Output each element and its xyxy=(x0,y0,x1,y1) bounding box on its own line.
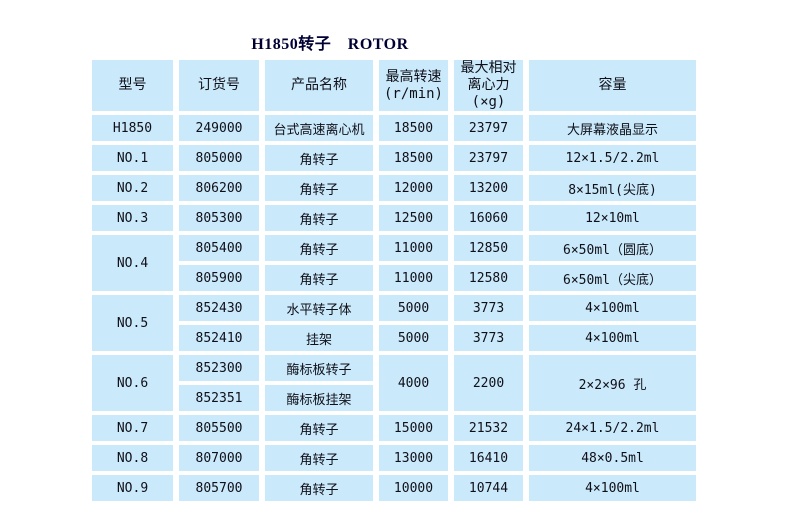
cell-name: 角转子 xyxy=(265,415,373,441)
cell-model: NO.6 xyxy=(92,355,173,411)
cell-capacity: 2×2×96 孔 xyxy=(529,355,696,411)
cell-force: 16410 xyxy=(454,445,523,471)
table-row: 805900 角转子 11000 12580 6×50ml（尖底） xyxy=(92,265,696,291)
cell-force: 12580 xyxy=(454,265,523,291)
cell-speed: 4000 xyxy=(379,355,448,411)
header-order: 订货号 xyxy=(179,60,259,111)
cell-model: NO.1 xyxy=(92,145,173,171)
cell-capacity: 6×50ml（圆底） xyxy=(529,235,696,261)
table-row: 852410 挂架 5000 3773 4×100ml xyxy=(92,325,696,351)
cell-capacity: 8×15ml(尖底) xyxy=(529,175,696,201)
cell-force: 16060 xyxy=(454,205,523,231)
cell-model: NO.8 xyxy=(92,445,173,471)
cell-capacity: 4×100ml xyxy=(529,295,696,321)
header-row: 型号 订货号 产品名称 最高转速 (r/min) 最大相对 离心力 (×g) 容… xyxy=(92,60,696,111)
cell-speed: 18500 xyxy=(379,115,448,141)
cell-name: 角转子 xyxy=(265,445,373,471)
table-row: NO.3 805300 角转子 12500 16060 12×10ml xyxy=(92,205,696,231)
cell-name: 挂架 xyxy=(265,325,373,351)
cell-capacity: 48×0.5ml xyxy=(529,445,696,471)
cell-name: 角转子 xyxy=(265,145,373,171)
cell-force: 13200 xyxy=(454,175,523,201)
cell-order: 852430 xyxy=(179,295,259,321)
table-row: NO.4 805400 角转子 11000 12850 6×50ml（圆底） xyxy=(92,235,696,291)
cell-speed: 11000 xyxy=(379,235,448,261)
header-capacity: 容量 xyxy=(529,60,696,111)
cell-capacity: 大屏幕液晶显示 xyxy=(529,115,696,141)
header-name: 产品名称 xyxy=(265,60,373,111)
cell-model: NO.3 xyxy=(92,205,173,231)
cell-force: 23797 xyxy=(454,145,523,171)
cell-speed: 15000 xyxy=(379,415,448,441)
cell-capacity: 12×1.5/2.2ml xyxy=(529,145,696,171)
cell-name: 水平转子体 xyxy=(265,295,373,321)
cell-order: 805000 xyxy=(179,145,259,171)
cell-speed: 11000 xyxy=(379,265,448,291)
cell-order: 805900 xyxy=(179,265,259,291)
cell-model: NO.2 xyxy=(92,175,173,201)
table-row: H1850 249000 台式高速离心机 18500 23797 大屏幕液晶显示 xyxy=(92,115,696,141)
cell-force: 2200 xyxy=(454,355,523,411)
cell-model: NO.4 xyxy=(92,235,173,291)
cell-name: 角转子 xyxy=(265,265,373,291)
cell-name: 角转子 xyxy=(265,235,373,261)
cell-speed: 12500 xyxy=(379,205,448,231)
cell-force: 3773 xyxy=(454,295,523,321)
cell-name: 角转子 xyxy=(265,475,373,501)
cell-order: 805400 xyxy=(179,235,259,261)
table-row: 852351 酶标板挂架 xyxy=(92,385,696,411)
cell-order: 852351 xyxy=(179,385,259,411)
cell-speed: 13000 xyxy=(379,445,448,471)
cell-speed: 18500 xyxy=(379,145,448,171)
cell-order: 249000 xyxy=(179,115,259,141)
cell-order: 852410 xyxy=(179,325,259,351)
table-row: NO.5 852430 水平转子体 5000 3773 4×100ml xyxy=(92,295,696,351)
cell-model: H1850 xyxy=(92,115,173,141)
cell-model: NO.9 xyxy=(92,475,173,501)
cell-model: NO.7 xyxy=(92,415,173,441)
table-row: NO.6 852300 酶标板转子 4000 2200 2×2×96 孔 xyxy=(92,355,696,411)
cell-force: 21532 xyxy=(454,415,523,441)
header-force: 最大相对 离心力 (×g) xyxy=(454,60,523,111)
header-speed: 最高转速 (r/min) xyxy=(379,60,448,111)
table-row: NO.7 805500 角转子 15000 21532 24×1.5/2.2ml xyxy=(92,415,696,441)
cell-force: 12850 xyxy=(454,235,523,261)
cell-name: 台式高速离心机 xyxy=(265,115,373,141)
cell-speed: 10000 xyxy=(379,475,448,501)
rotor-spec-table: 型号 订货号 产品名称 最高转速 (r/min) 最大相对 离心力 (×g) 容… xyxy=(86,56,702,505)
header-model: 型号 xyxy=(92,60,173,111)
cell-name: 角转子 xyxy=(265,205,373,231)
table-row: NO.9 805700 角转子 10000 10744 4×100ml xyxy=(92,475,696,501)
cell-capacity: 4×100ml xyxy=(529,325,696,351)
cell-order: 805500 xyxy=(179,415,259,441)
cell-order: 805300 xyxy=(179,205,259,231)
cell-speed: 5000 xyxy=(379,295,448,321)
cell-capacity: 4×100ml xyxy=(529,475,696,501)
cell-force: 3773 xyxy=(454,325,523,351)
cell-model: NO.5 xyxy=(92,295,173,351)
cell-name: 酶标板转子 xyxy=(265,355,373,381)
cell-order: 807000 xyxy=(179,445,259,471)
cell-force: 23797 xyxy=(454,115,523,141)
table-row: NO.8 807000 角转子 13000 16410 48×0.5ml xyxy=(92,445,696,471)
cell-capacity: 24×1.5/2.2ml xyxy=(529,415,696,441)
cell-order: 805700 xyxy=(179,475,259,501)
cell-capacity: 6×50ml（尖底） xyxy=(529,265,696,291)
cell-capacity: 12×10ml xyxy=(529,205,696,231)
cell-speed: 5000 xyxy=(379,325,448,351)
cell-speed: 12000 xyxy=(379,175,448,201)
cell-order: 806200 xyxy=(179,175,259,201)
cell-name: 角转子 xyxy=(265,175,373,201)
table-row: NO.1 805000 角转子 18500 23797 12×1.5/2.2ml xyxy=(92,145,696,171)
cell-name: 酶标板挂架 xyxy=(265,385,373,411)
table-row: NO.2 806200 角转子 12000 13200 8×15ml(尖底) xyxy=(92,175,696,201)
cell-force: 10744 xyxy=(454,475,523,501)
cell-order: 852300 xyxy=(179,355,259,381)
page-title: H1850转子 ROTOR xyxy=(251,36,409,53)
